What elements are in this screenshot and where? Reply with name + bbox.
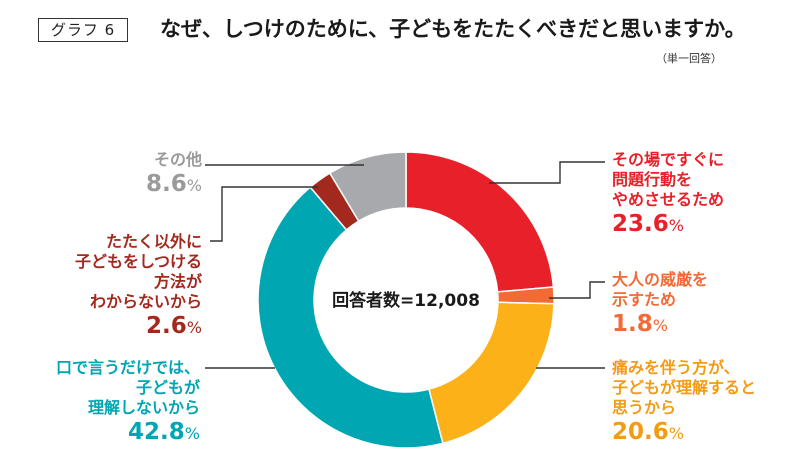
slice-label-2: 痛みを伴う方が、 子どもが理解すると 思うから 20.6% — [612, 358, 756, 448]
slice-percent: 1.8% — [612, 311, 668, 337]
slice-label-line: 方法が — [153, 272, 202, 291]
slice-label-line: わからないから — [89, 292, 202, 311]
slice-label-line: 問題行動を — [612, 170, 693, 189]
slice-label-line: 理解しないから — [87, 398, 200, 417]
slice-percent: 42.8% — [128, 419, 200, 445]
slice-label-line: 子どもが — [135, 378, 200, 397]
graph-number-tag: グラフ 6 — [38, 18, 128, 42]
slice-label-line: 子どもが理解すると — [612, 378, 757, 397]
slice-percent: 23.6% — [612, 211, 684, 237]
donut-slice-3 — [257, 186, 444, 449]
slice-label-line: 子どもをしつける — [74, 252, 202, 271]
slice-label-line: 大人の威厳を — [612, 270, 709, 289]
slice-label-1: 大人の威厳を 示すため 1.8% — [612, 270, 708, 340]
slice-label-line: たたく以外に — [105, 232, 202, 251]
slice-label-line: やめさせるため — [612, 190, 725, 209]
respondent-count-label: 回答者数=12,008 — [332, 290, 480, 311]
slice-percent: 20.6% — [612, 419, 684, 445]
chart-title: なぜ、しつけのために、子どもをたたくべきだと思いますか。 — [160, 17, 746, 41]
slice-label-0: その場ですぐに 問題行動を やめさせるため 23.6% — [612, 150, 724, 240]
slice-percent: 8.6% — [146, 171, 202, 197]
slice-label-line: その他 — [153, 150, 202, 169]
slice-label-5: その他 8.6% — [146, 150, 202, 200]
leader-line-4 — [210, 186, 318, 242]
slice-label-line: 口で言うだけでは、 — [55, 358, 200, 377]
slice-label-line: その場ですぐに — [612, 150, 725, 169]
leader-line-0 — [489, 161, 605, 184]
slice-label-4: たたく以外に 子どもをしつける 方法が わからないから 2.6% — [75, 232, 202, 342]
slice-percent: 2.6% — [146, 313, 202, 339]
slice-label-line: 示すため — [612, 290, 677, 309]
donut-slice-5 — [328, 151, 407, 223]
slice-label-line: 思うから — [612, 398, 677, 417]
slice-label-3: 口で言うだけでは、 子どもが 理解しないから 42.8% — [56, 358, 200, 448]
donut-slice-2 — [427, 301, 555, 445]
donut-slice-0 — [405, 151, 555, 293]
answer-type-note: （単一回答） — [656, 52, 722, 65]
slice-label-line: 痛みを伴う方が、 — [612, 358, 740, 377]
leader-line-1 — [549, 281, 605, 299]
